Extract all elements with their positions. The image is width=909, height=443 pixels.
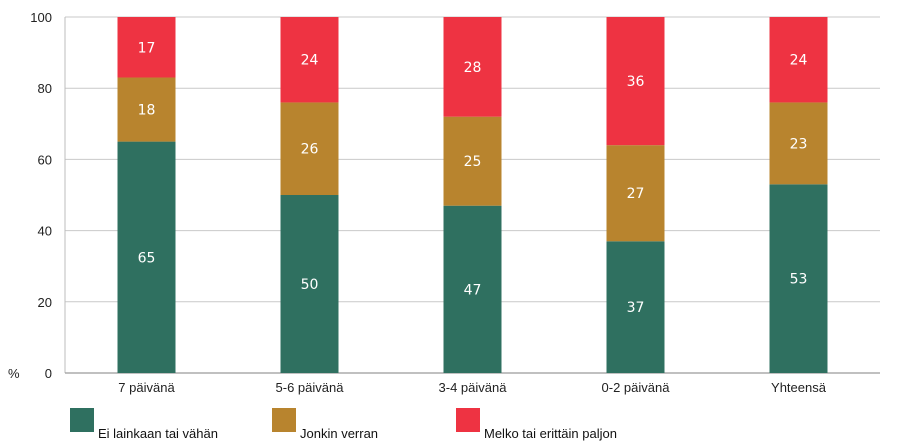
bar-stack: 50 26 24 [280,17,339,373]
bar-groups: 65 18 17 50 26 24 47 25 28 37 27 36 53 23 24 [117,17,828,373]
bar-segment [117,141,176,373]
bar-segment [606,145,665,242]
legend-label: Jonkin verran [300,426,379,441]
data-label: 37 [627,300,645,316]
bar-segment [769,102,828,185]
x-category-label: 5-6 päivänä [276,380,345,395]
data-label: 50 [301,277,319,293]
data-label: 26 [301,142,319,158]
bar-segment [769,184,828,373]
data-label: 23 [790,136,808,152]
bar-segment [443,17,502,117]
data-label: 25 [464,154,482,170]
legend-swatch [272,408,296,432]
legend-swatch [456,408,480,432]
data-label: 17 [138,40,156,56]
y-tick-label: 80 [38,81,52,96]
legend: Ei lainkaan tai vähän Jonkin verran Melk… [0,406,909,443]
y-tick-label: 20 [38,295,52,310]
x-category-label: 0-2 päivänä [602,380,671,395]
x-category-label: 7 päivänä [118,380,175,395]
bar-segment [769,17,828,103]
bar-segment [280,195,339,373]
x-category-label: Yhteensä [771,380,827,395]
bar-segment [117,17,176,78]
legend-swatch [70,408,94,432]
x-axis-categories: 7 päivänä 5-6 päivänä 3-4 päivänä 0-2 päivä… [118,380,826,395]
bar-segment [280,17,339,103]
bar-stack: 65 18 17 [117,17,176,373]
stacked-bar-chart: 65 18 17 50 26 24 47 25 28 37 27 36 53 23 24 0 20 40 60 80… [8,10,880,395]
bar-segment [443,205,502,373]
bar-stack: 53 23 24 [769,17,828,373]
bar-stack: 47 25 28 [443,17,502,373]
bar-segment [117,77,176,142]
legend-label: Ei lainkaan tai vähän [98,426,218,441]
x-category-label: 3-4 päivänä [439,380,508,395]
y-tick-label: 100 [30,10,52,25]
y-axis-ticks: 0 20 40 60 80 100 [30,10,52,381]
data-label: 65 [138,250,156,266]
y-tick-label: 40 [38,224,52,239]
bar-segment [606,17,665,146]
data-label: 53 [790,272,808,288]
y-tick-label: 60 [38,152,52,167]
legend-label: Melko tai erittäin paljon [484,426,617,441]
bar-segment [443,116,502,206]
data-label: 28 [464,60,482,76]
data-label: 27 [627,186,645,202]
y-axis-label: % [8,366,20,381]
y-tick-label: 0 [45,366,52,381]
bar-segment [606,241,665,373]
bar-segment [280,102,339,195]
data-label: 18 [138,103,156,119]
data-label: 36 [627,74,645,90]
data-label: 24 [790,53,808,69]
bar-stack: 37 27 36 [606,17,665,373]
data-label: 47 [464,282,482,298]
data-label: 24 [301,53,319,69]
